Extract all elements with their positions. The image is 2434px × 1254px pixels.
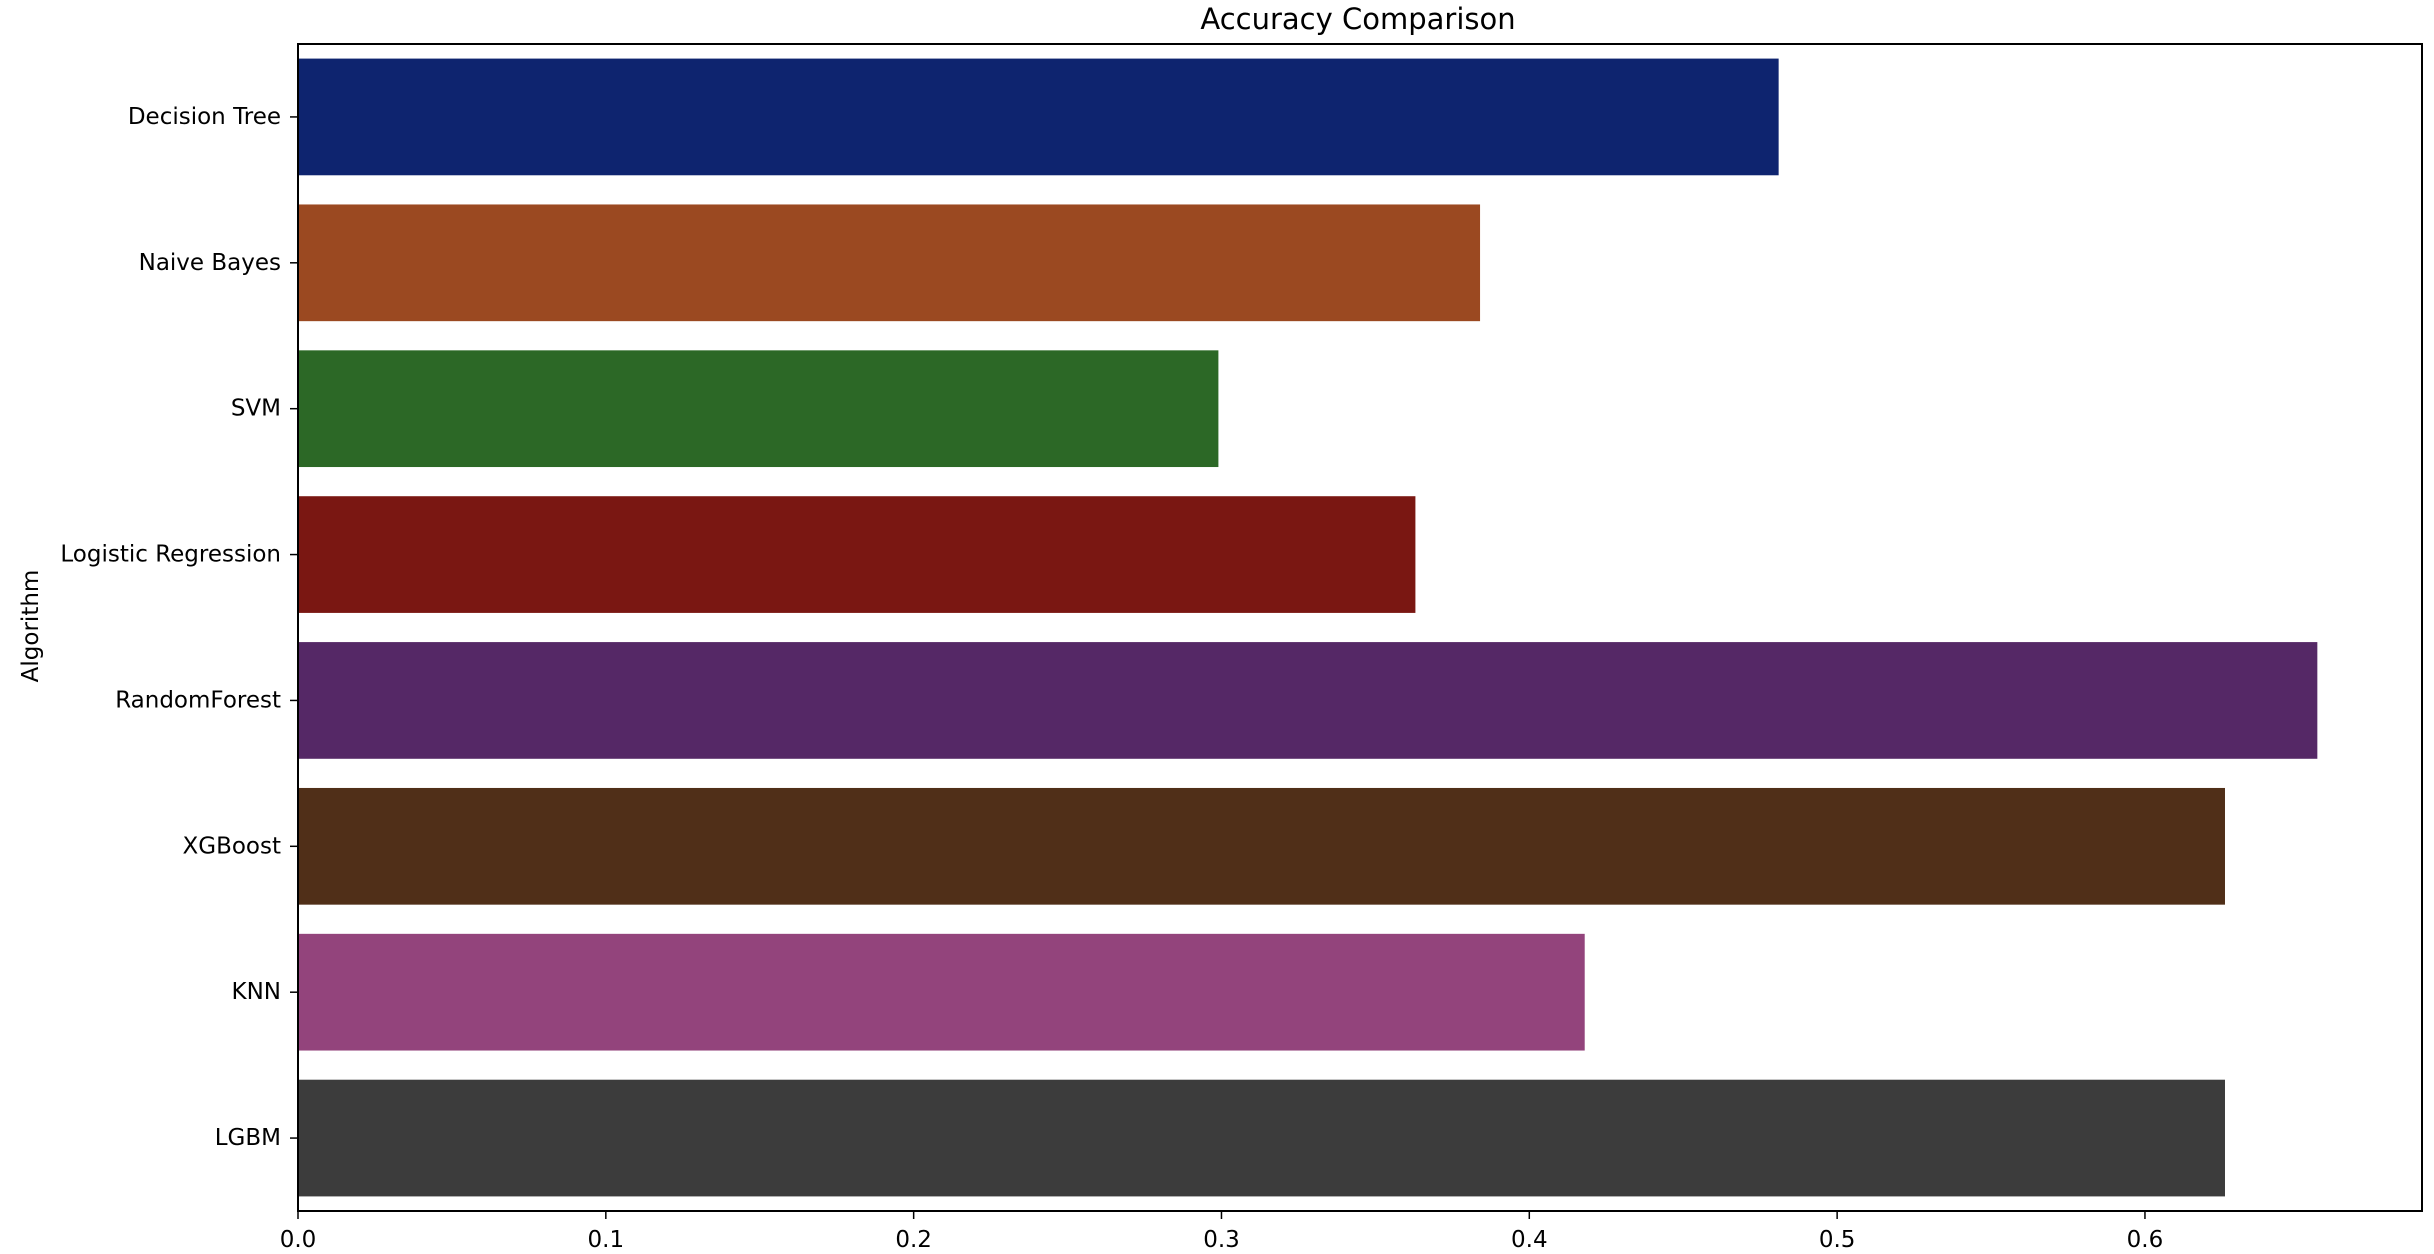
y-axis-label: Algorithm	[18, 570, 44, 683]
x-tick-label: 0.3	[1203, 1227, 1240, 1253]
y-tick-label-decision-tree: Decision Tree	[128, 104, 281, 130]
y-tick-label-randomforest: RandomForest	[115, 687, 281, 713]
bar-lgbm	[298, 1079, 2225, 1197]
bar-decision-tree	[298, 58, 1779, 176]
y-tick-label-knn: KNN	[232, 979, 282, 1005]
bar-knn	[298, 933, 1585, 1051]
y-tick-label-naive-bayes: Naive Bayes	[139, 250, 281, 276]
y-tick-label-lgbm: LGBM	[215, 1125, 281, 1151]
bar-randomforest	[298, 642, 2318, 759]
x-tick-label: 0.2	[895, 1227, 932, 1253]
chart-title: Accuracy Comparison	[1200, 2, 1515, 36]
x-tick-label: 0.4	[1511, 1227, 1548, 1253]
x-tick-label: 0.0	[280, 1227, 317, 1253]
plot-frame	[297, 43, 2423, 1212]
y-ticks-layer: Decision Tree Naive Bayes SVM Logistic Regr…	[60, 104, 298, 1151]
x-tick-label: 0.6	[2127, 1227, 2164, 1253]
x-tick-label: 0.1	[588, 1227, 625, 1253]
bar-naive-bayes	[298, 204, 1481, 322]
x-ticks-layer: 0.0 0.1 0.2 0.3 0.4 0.5 0.6	[280, 1211, 2164, 1253]
bars-layer	[298, 58, 2318, 1197]
bar-logistic-regression	[298, 496, 1416, 613]
bar-svm	[298, 350, 1219, 468]
y-tick-label-logistic-regression: Logistic Regression	[60, 542, 281, 568]
y-tick-label-svm: SVM	[231, 396, 281, 422]
x-tick-label: 0.5	[1819, 1227, 1856, 1253]
bar-xgboost	[298, 787, 2225, 905]
y-tick-label-xgboost: XGBoost	[182, 833, 281, 859]
